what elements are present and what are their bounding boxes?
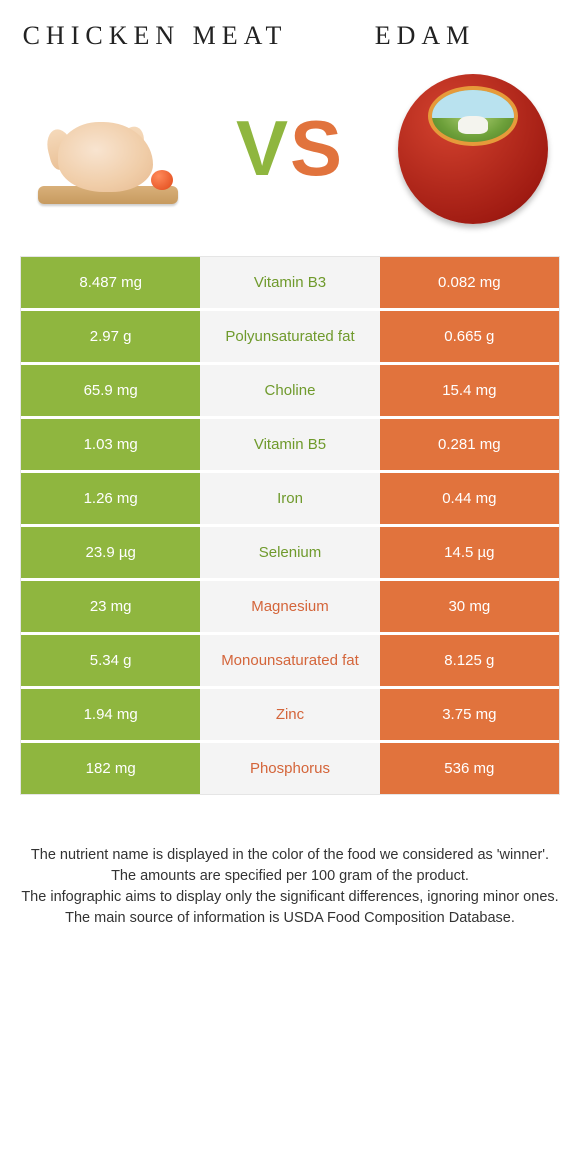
vs-v: V: [236, 103, 290, 194]
value-left: 2.97 g: [21, 311, 200, 362]
footnote-line: The main source of information is USDA F…: [20, 908, 560, 929]
table-row: 23.9 µgSelenium14.5 µg: [21, 527, 559, 581]
title-right: Edam: [290, 20, 560, 51]
header-left: Chicken meat: [20, 20, 290, 51]
header: Chicken meat Edam: [0, 0, 580, 51]
table-row: 65.9 mgCholine15.4 mg: [21, 365, 559, 419]
table-row: 5.34 gMonounsaturated fat8.125 g: [21, 635, 559, 689]
nutrient-name: Polyunsaturated fat: [200, 311, 379, 362]
value-right: 536 mg: [380, 743, 559, 794]
value-left: 5.34 g: [21, 635, 200, 686]
nutrient-name: Magnesium: [200, 581, 379, 632]
value-right: 15.4 mg: [380, 365, 559, 416]
value-left: 23.9 µg: [21, 527, 200, 578]
nutrient-name: Vitamin B5: [200, 419, 379, 470]
nutrient-name: Iron: [200, 473, 379, 524]
value-left: 23 mg: [21, 581, 200, 632]
table-row: 1.26 mgIron0.44 mg: [21, 473, 559, 527]
footnotes: The nutrient name is displayed in the co…: [0, 795, 580, 949]
nutrient-name: Monounsaturated fat: [200, 635, 379, 686]
footnote-line: The infographic aims to display only the…: [20, 887, 560, 908]
vs-s: S: [290, 103, 344, 194]
value-left: 1.03 mg: [21, 419, 200, 470]
value-right: 14.5 µg: [380, 527, 559, 578]
images-row: VS: [0, 51, 580, 256]
table-row: 1.03 mgVitamin B50.281 mg: [21, 419, 559, 473]
nutrient-name: Choline: [200, 365, 379, 416]
footnote-line: The amounts are specified per 100 gram o…: [20, 866, 560, 887]
nutrient-name: Selenium: [200, 527, 379, 578]
value-right: 0.082 mg: [380, 257, 559, 308]
value-right: 8.125 g: [380, 635, 559, 686]
value-left: 8.487 mg: [21, 257, 200, 308]
value-right: 0.44 mg: [380, 473, 559, 524]
title-left: Chicken meat: [20, 20, 290, 51]
value-left: 1.26 mg: [21, 473, 200, 524]
table-row: 2.97 gPolyunsaturated fat0.665 g: [21, 311, 559, 365]
nutrient-name: Vitamin B3: [200, 257, 379, 308]
edam-image: [390, 66, 555, 231]
table-row: 1.94 mgZinc3.75 mg: [21, 689, 559, 743]
chicken-image: [25, 66, 190, 231]
value-left: 65.9 mg: [21, 365, 200, 416]
nutrient-name: Phosphorus: [200, 743, 379, 794]
header-right: Edam: [290, 20, 560, 51]
nutrient-name: Zinc: [200, 689, 379, 740]
value-right: 0.281 mg: [380, 419, 559, 470]
vs-label: VS: [190, 103, 390, 194]
footnote-line: The nutrient name is displayed in the co…: [20, 845, 560, 866]
table-row: 182 mgPhosphorus536 mg: [21, 743, 559, 794]
table-row: 8.487 mgVitamin B30.082 mg: [21, 257, 559, 311]
value-left: 1.94 mg: [21, 689, 200, 740]
value-right: 30 mg: [380, 581, 559, 632]
value-right: 0.665 g: [380, 311, 559, 362]
value-left: 182 mg: [21, 743, 200, 794]
comparison-table: 8.487 mgVitamin B30.082 mg2.97 gPolyunsa…: [20, 256, 560, 795]
table-row: 23 mgMagnesium30 mg: [21, 581, 559, 635]
value-right: 3.75 mg: [380, 689, 559, 740]
